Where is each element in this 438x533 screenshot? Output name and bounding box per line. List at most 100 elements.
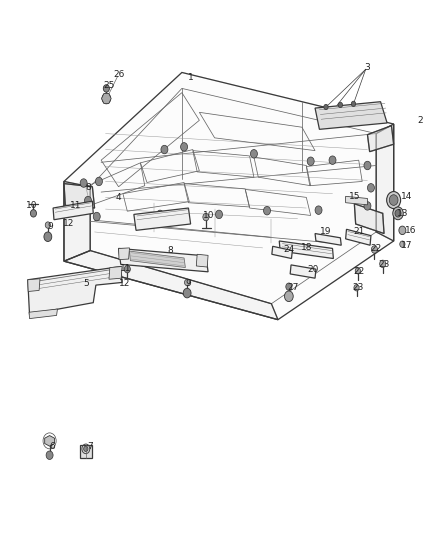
Circle shape [215,210,223,219]
Polygon shape [196,254,208,267]
Circle shape [30,209,36,217]
Circle shape [161,146,168,154]
Polygon shape [134,208,191,230]
Circle shape [307,157,314,165]
Circle shape [45,222,50,228]
Circle shape [286,283,292,290]
Text: 10: 10 [203,212,214,221]
Polygon shape [346,196,367,205]
Circle shape [103,85,110,92]
Text: 25: 25 [103,81,115,90]
Circle shape [315,206,322,214]
Text: 2: 2 [418,116,423,125]
Text: 13: 13 [397,209,408,218]
Circle shape [93,212,100,221]
Polygon shape [279,241,333,259]
Circle shape [184,279,190,286]
Circle shape [351,101,356,107]
Text: 22: 22 [353,268,364,276]
Circle shape [338,102,343,108]
Text: 12: 12 [120,279,131,288]
Polygon shape [367,126,394,152]
Circle shape [183,288,191,298]
Circle shape [367,183,374,192]
Circle shape [180,143,187,151]
Circle shape [44,232,52,241]
Polygon shape [272,246,292,259]
Polygon shape [64,72,394,320]
Polygon shape [29,309,57,319]
Circle shape [156,210,163,219]
Text: 18: 18 [300,243,312,252]
Text: 10: 10 [26,201,38,211]
Text: 9: 9 [186,279,191,288]
Text: 3: 3 [364,63,370,71]
Polygon shape [130,251,185,268]
Text: 12: 12 [63,220,74,229]
Polygon shape [346,229,371,245]
Polygon shape [119,248,208,272]
Text: 11: 11 [70,201,81,211]
Text: 16: 16 [405,226,417,235]
Polygon shape [64,181,90,261]
Text: 21: 21 [353,227,364,236]
Circle shape [380,260,386,268]
Circle shape [80,179,87,187]
Text: 7: 7 [87,442,93,451]
Text: 5: 5 [83,279,89,288]
Polygon shape [102,93,111,103]
Polygon shape [315,233,341,245]
Text: 23: 23 [378,260,390,269]
Text: 9: 9 [47,222,53,231]
Circle shape [251,150,258,158]
Text: 27: 27 [287,283,299,292]
Text: 6: 6 [49,442,55,451]
Circle shape [400,241,405,247]
Polygon shape [354,204,384,233]
Polygon shape [45,435,54,446]
Circle shape [355,268,360,274]
Polygon shape [290,265,316,278]
Polygon shape [80,445,92,458]
Circle shape [85,196,92,205]
Polygon shape [53,201,93,220]
Text: 4: 4 [116,193,121,202]
Circle shape [364,161,371,169]
Text: 14: 14 [401,192,413,201]
Text: 17: 17 [401,241,413,250]
Circle shape [84,446,88,451]
Text: 23: 23 [352,283,364,292]
Polygon shape [119,248,130,260]
Text: 8: 8 [85,183,91,192]
Circle shape [393,207,403,220]
Circle shape [324,104,328,110]
Circle shape [354,285,359,291]
Polygon shape [376,124,394,241]
Text: 8: 8 [167,246,173,255]
Circle shape [395,209,401,217]
Circle shape [364,201,371,210]
Circle shape [387,191,401,208]
Polygon shape [28,279,40,292]
Circle shape [399,226,406,235]
Circle shape [203,213,209,221]
Circle shape [285,291,293,302]
Polygon shape [64,183,95,208]
Text: 26: 26 [113,70,124,78]
Circle shape [371,246,378,253]
Circle shape [329,156,336,165]
Polygon shape [28,266,122,314]
Circle shape [264,206,271,215]
Polygon shape [315,102,387,130]
Text: 20: 20 [307,265,318,274]
Text: 1: 1 [188,73,194,82]
Text: 19: 19 [320,228,332,237]
Text: 24: 24 [283,245,294,254]
Circle shape [124,265,131,273]
Text: 15: 15 [349,192,360,201]
Circle shape [46,451,53,459]
Text: 22: 22 [371,244,382,253]
Circle shape [95,177,102,185]
Circle shape [102,93,111,104]
Text: 11: 11 [120,264,132,272]
